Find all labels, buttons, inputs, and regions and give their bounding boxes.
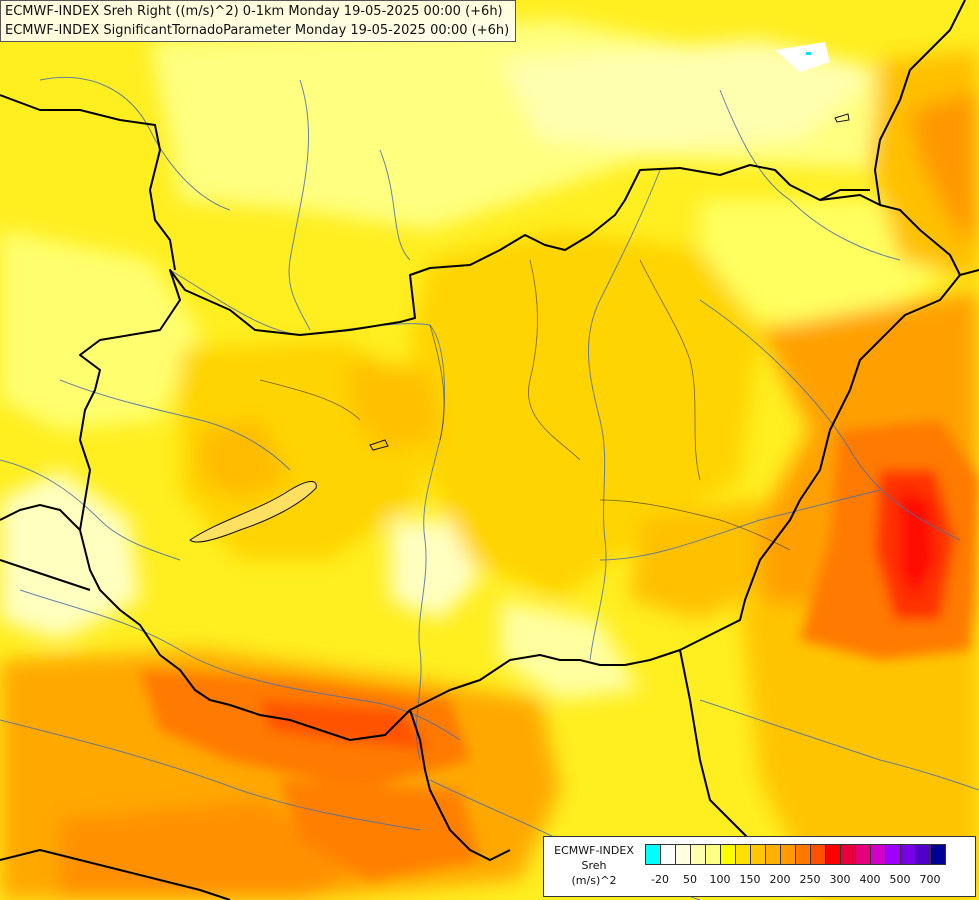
legend-swatch: [675, 844, 691, 865]
legend-tick-label: 500: [889, 873, 911, 886]
legend-swatch: [645, 844, 661, 865]
field-red-east-core: [900, 490, 935, 600]
border-region-4: [259, 379, 361, 421]
legend-tick-label: 250: [799, 873, 821, 886]
river-west: [59, 379, 291, 471]
legend-swatch: [705, 844, 721, 865]
field-pale-center: [390, 520, 480, 620]
border-hungary: [79, 164, 961, 741]
legend-color-bar: [645, 844, 946, 865]
field-pale-northeast: [500, 40, 880, 150]
legend-swatch: [720, 844, 736, 865]
river-east2: [599, 489, 881, 561]
legend-swatch: [810, 844, 826, 865]
border-ukraine: [819, 189, 870, 201]
legend-tick-labels: -20 50 100 150 200 250 300 400 500 700: [645, 873, 975, 889]
color-legend: ECMWF-INDEX Sreh (m/s)^2 -20 50 100 150 200 2…: [543, 836, 976, 897]
legend-swatch: [825, 844, 841, 865]
border-east: [959, 269, 979, 276]
border-region-2: [528, 259, 581, 461]
river-east: [699, 299, 961, 541]
border-south: [409, 709, 511, 861]
legend-tick-label: 700: [919, 873, 941, 886]
border-region-1: [429, 324, 445, 441]
legend-tick-label: 300: [829, 873, 851, 886]
lake-balaton: [189, 481, 317, 543]
field-red-south: [260, 700, 430, 750]
legend-swatch: [735, 844, 751, 865]
legend-swatch: [840, 844, 856, 865]
legend-swatch: [765, 844, 781, 865]
regional-borders: [259, 259, 791, 551]
lake-small-2: [834, 113, 850, 123]
legend-swatch: [930, 844, 946, 865]
field-amber-east: [630, 500, 780, 620]
map-title-line2: ECMWF-INDEX SignificantTornadoParameter …: [5, 23, 510, 38]
legend-tick-label: 400: [859, 873, 881, 886]
border-northeast: [874, 0, 966, 206]
border-west: [0, 504, 81, 531]
river-north: [288, 79, 311, 331]
field-white-spot: [775, 42, 830, 72]
border-south2: [0, 849, 231, 900]
river-drava: [19, 589, 461, 741]
legend-tick-label: 100: [709, 873, 731, 886]
legend-title-line3: (m/s)^2: [571, 874, 617, 887]
legend-tick-label: 150: [739, 873, 761, 886]
border-north: [0, 94, 176, 271]
river-ne: [719, 89, 901, 261]
legend-tick-label: 50: [683, 873, 697, 886]
legend-tick-label: 200: [769, 873, 791, 886]
river-se: [699, 699, 979, 791]
river-tisza: [587, 169, 661, 661]
legend-title-line1: ECMWF-INDEX: [554, 844, 634, 857]
field-pale-west: [0, 470, 140, 640]
legend-tick-label: -20: [651, 873, 669, 886]
legend-swatch: [660, 844, 676, 865]
map-title-box: ECMWF-INDEX Sreh Right ((m/s)^2) 0-1km M…: [0, 0, 516, 42]
lake-small-1: [369, 439, 389, 451]
border-southwest: [0, 559, 91, 591]
legend-swatch: [855, 844, 871, 865]
field-gold-central: [410, 230, 760, 600]
legend-swatch: [750, 844, 766, 865]
legend-swatch: [870, 844, 886, 865]
field-light-west: [0, 230, 200, 430]
field-cyan-spot: [806, 52, 811, 55]
field-orange-east-bottom: [740, 600, 979, 900]
legend-swatch: [795, 844, 811, 865]
border-region-3: [639, 259, 701, 481]
field-orange-ne-edge: [910, 90, 979, 250]
border-region-5: [599, 499, 791, 551]
legend-title: ECMWF-INDEX Sreh (m/s)^2: [544, 843, 644, 888]
field-amber-center: [350, 360, 440, 450]
legend-swatch: [915, 844, 931, 865]
river-north2: [379, 149, 411, 261]
legend-title-line2: Sreh: [581, 859, 607, 872]
field-amber-west: [200, 420, 290, 500]
legend-swatch: [780, 844, 796, 865]
map-title-line1: ECMWF-INDEX Sreh Right ((m/s)^2) 0-1km M…: [5, 4, 503, 19]
field-pale-south: [500, 600, 640, 700]
river-northwest: [39, 76, 231, 211]
river-sava: [0, 719, 421, 831]
legend-swatch: [885, 844, 901, 865]
field-deep-orange-south2: [280, 780, 480, 880]
legend-swatch: [900, 844, 916, 865]
river-west2: [0, 459, 181, 561]
legend-swatch: [690, 844, 706, 865]
